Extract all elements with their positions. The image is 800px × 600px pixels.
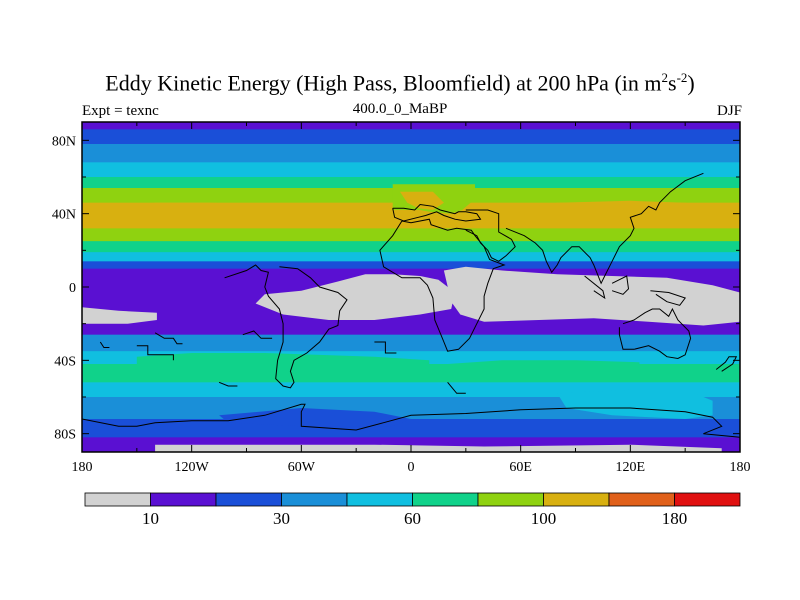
coastline-10 xyxy=(82,403,740,438)
region-jet-core-west xyxy=(100,202,302,223)
x-tick-label: 120W xyxy=(175,460,210,475)
coastline-7 xyxy=(611,275,630,295)
coastline-12 xyxy=(154,332,183,345)
coastline-16 xyxy=(447,381,466,394)
coastline-9 xyxy=(715,356,738,372)
coastline-13 xyxy=(136,345,174,361)
region-nh-gap-inner xyxy=(400,191,444,210)
coastline-8 xyxy=(650,290,687,306)
title-main: Eddy Kinetic Energy (High Pass, Bloomfie… xyxy=(105,70,662,96)
x-tick-label: 180 xyxy=(730,460,751,475)
colorbar-box-2 xyxy=(215,492,282,507)
y-tick-label: 0 xyxy=(69,281,76,296)
title-mid: s xyxy=(668,70,677,96)
x-tick-label: 180 xyxy=(72,460,93,475)
region-jet-core-east xyxy=(511,200,722,227)
band-4 xyxy=(82,177,740,189)
coastline-0 xyxy=(392,203,482,222)
colorbar-box-4 xyxy=(346,492,413,507)
x-tick-label: 60W xyxy=(288,460,316,475)
title-sup-1: 2 xyxy=(661,70,669,85)
band-7 xyxy=(82,228,740,242)
x-tick-label: 60E xyxy=(509,460,532,475)
band-3 xyxy=(82,162,740,178)
band-2 xyxy=(82,144,740,163)
field-contours xyxy=(82,122,740,452)
region-low-eke-tongue xyxy=(82,307,157,324)
coastline-1 xyxy=(379,218,506,352)
colorbar-label: 10 xyxy=(142,509,159,528)
coastline-3 xyxy=(505,172,704,285)
subtitle-label: 400.0_0_MaBP xyxy=(352,101,448,117)
coastline-2 xyxy=(465,209,516,262)
axes: 180 120W 60W 0 60E 120E 180 80N 40N 0 40S 80S xyxy=(52,122,751,475)
colorbar-box-8 xyxy=(608,492,675,507)
colorbar-box-9 xyxy=(674,492,741,507)
band-8 xyxy=(82,241,740,253)
band-9 xyxy=(82,252,740,262)
y-tick-label: 80S xyxy=(54,428,76,443)
coastline-17 xyxy=(218,381,238,387)
band-1 xyxy=(82,129,740,145)
colorbar: 10 30 60 100 180 xyxy=(84,492,741,528)
y-tick-label: 40N xyxy=(52,208,76,223)
coastline-15 xyxy=(374,341,397,354)
title-end: ) xyxy=(687,70,695,96)
coastline-5 xyxy=(618,307,692,360)
y-tick-label: 40S xyxy=(54,354,76,369)
chart-title: Eddy Kinetic Energy (High Pass, Bloomfie… xyxy=(0,70,800,96)
region-sh-blue-tongue xyxy=(219,408,411,427)
colorbar-label: 30 xyxy=(273,509,290,528)
title-sup-2: -2 xyxy=(676,70,688,85)
region-low-eke-tropics-west xyxy=(255,274,455,320)
x-tick-label: 120E xyxy=(616,460,646,475)
colorbar-box-1 xyxy=(150,492,217,507)
x-tick-label: 0 xyxy=(408,460,415,475)
experiment-label: Expt = texnc xyxy=(82,103,159,119)
y-tick-label: 80N xyxy=(52,134,76,149)
band-17 xyxy=(82,419,740,438)
colorbar-box-7 xyxy=(543,492,610,507)
region-sh-green-east xyxy=(447,360,640,381)
colorbar-label: 60 xyxy=(404,509,421,528)
colorbar-box-5 xyxy=(412,492,479,507)
coastlines xyxy=(82,172,740,438)
band-12 xyxy=(82,334,740,352)
band-10 xyxy=(82,261,740,270)
coastline-14 xyxy=(242,330,273,339)
coastline-4 xyxy=(224,264,348,389)
region-low-eke-tropics-east xyxy=(443,266,740,326)
colorbar-box-6 xyxy=(477,492,544,507)
colorbar-label: 180 xyxy=(662,509,688,528)
season-label: DJF xyxy=(716,103,742,119)
coastline-6 xyxy=(584,275,606,300)
region-sh-lobe xyxy=(557,389,713,419)
colorbar-box-3 xyxy=(281,492,348,507)
colorbar-label: 100 xyxy=(531,509,557,528)
region-antarctic-gray xyxy=(155,444,722,452)
region-sh-green-west xyxy=(136,353,430,379)
colorbar-box-0 xyxy=(84,492,151,507)
coastline-11 xyxy=(99,341,110,348)
